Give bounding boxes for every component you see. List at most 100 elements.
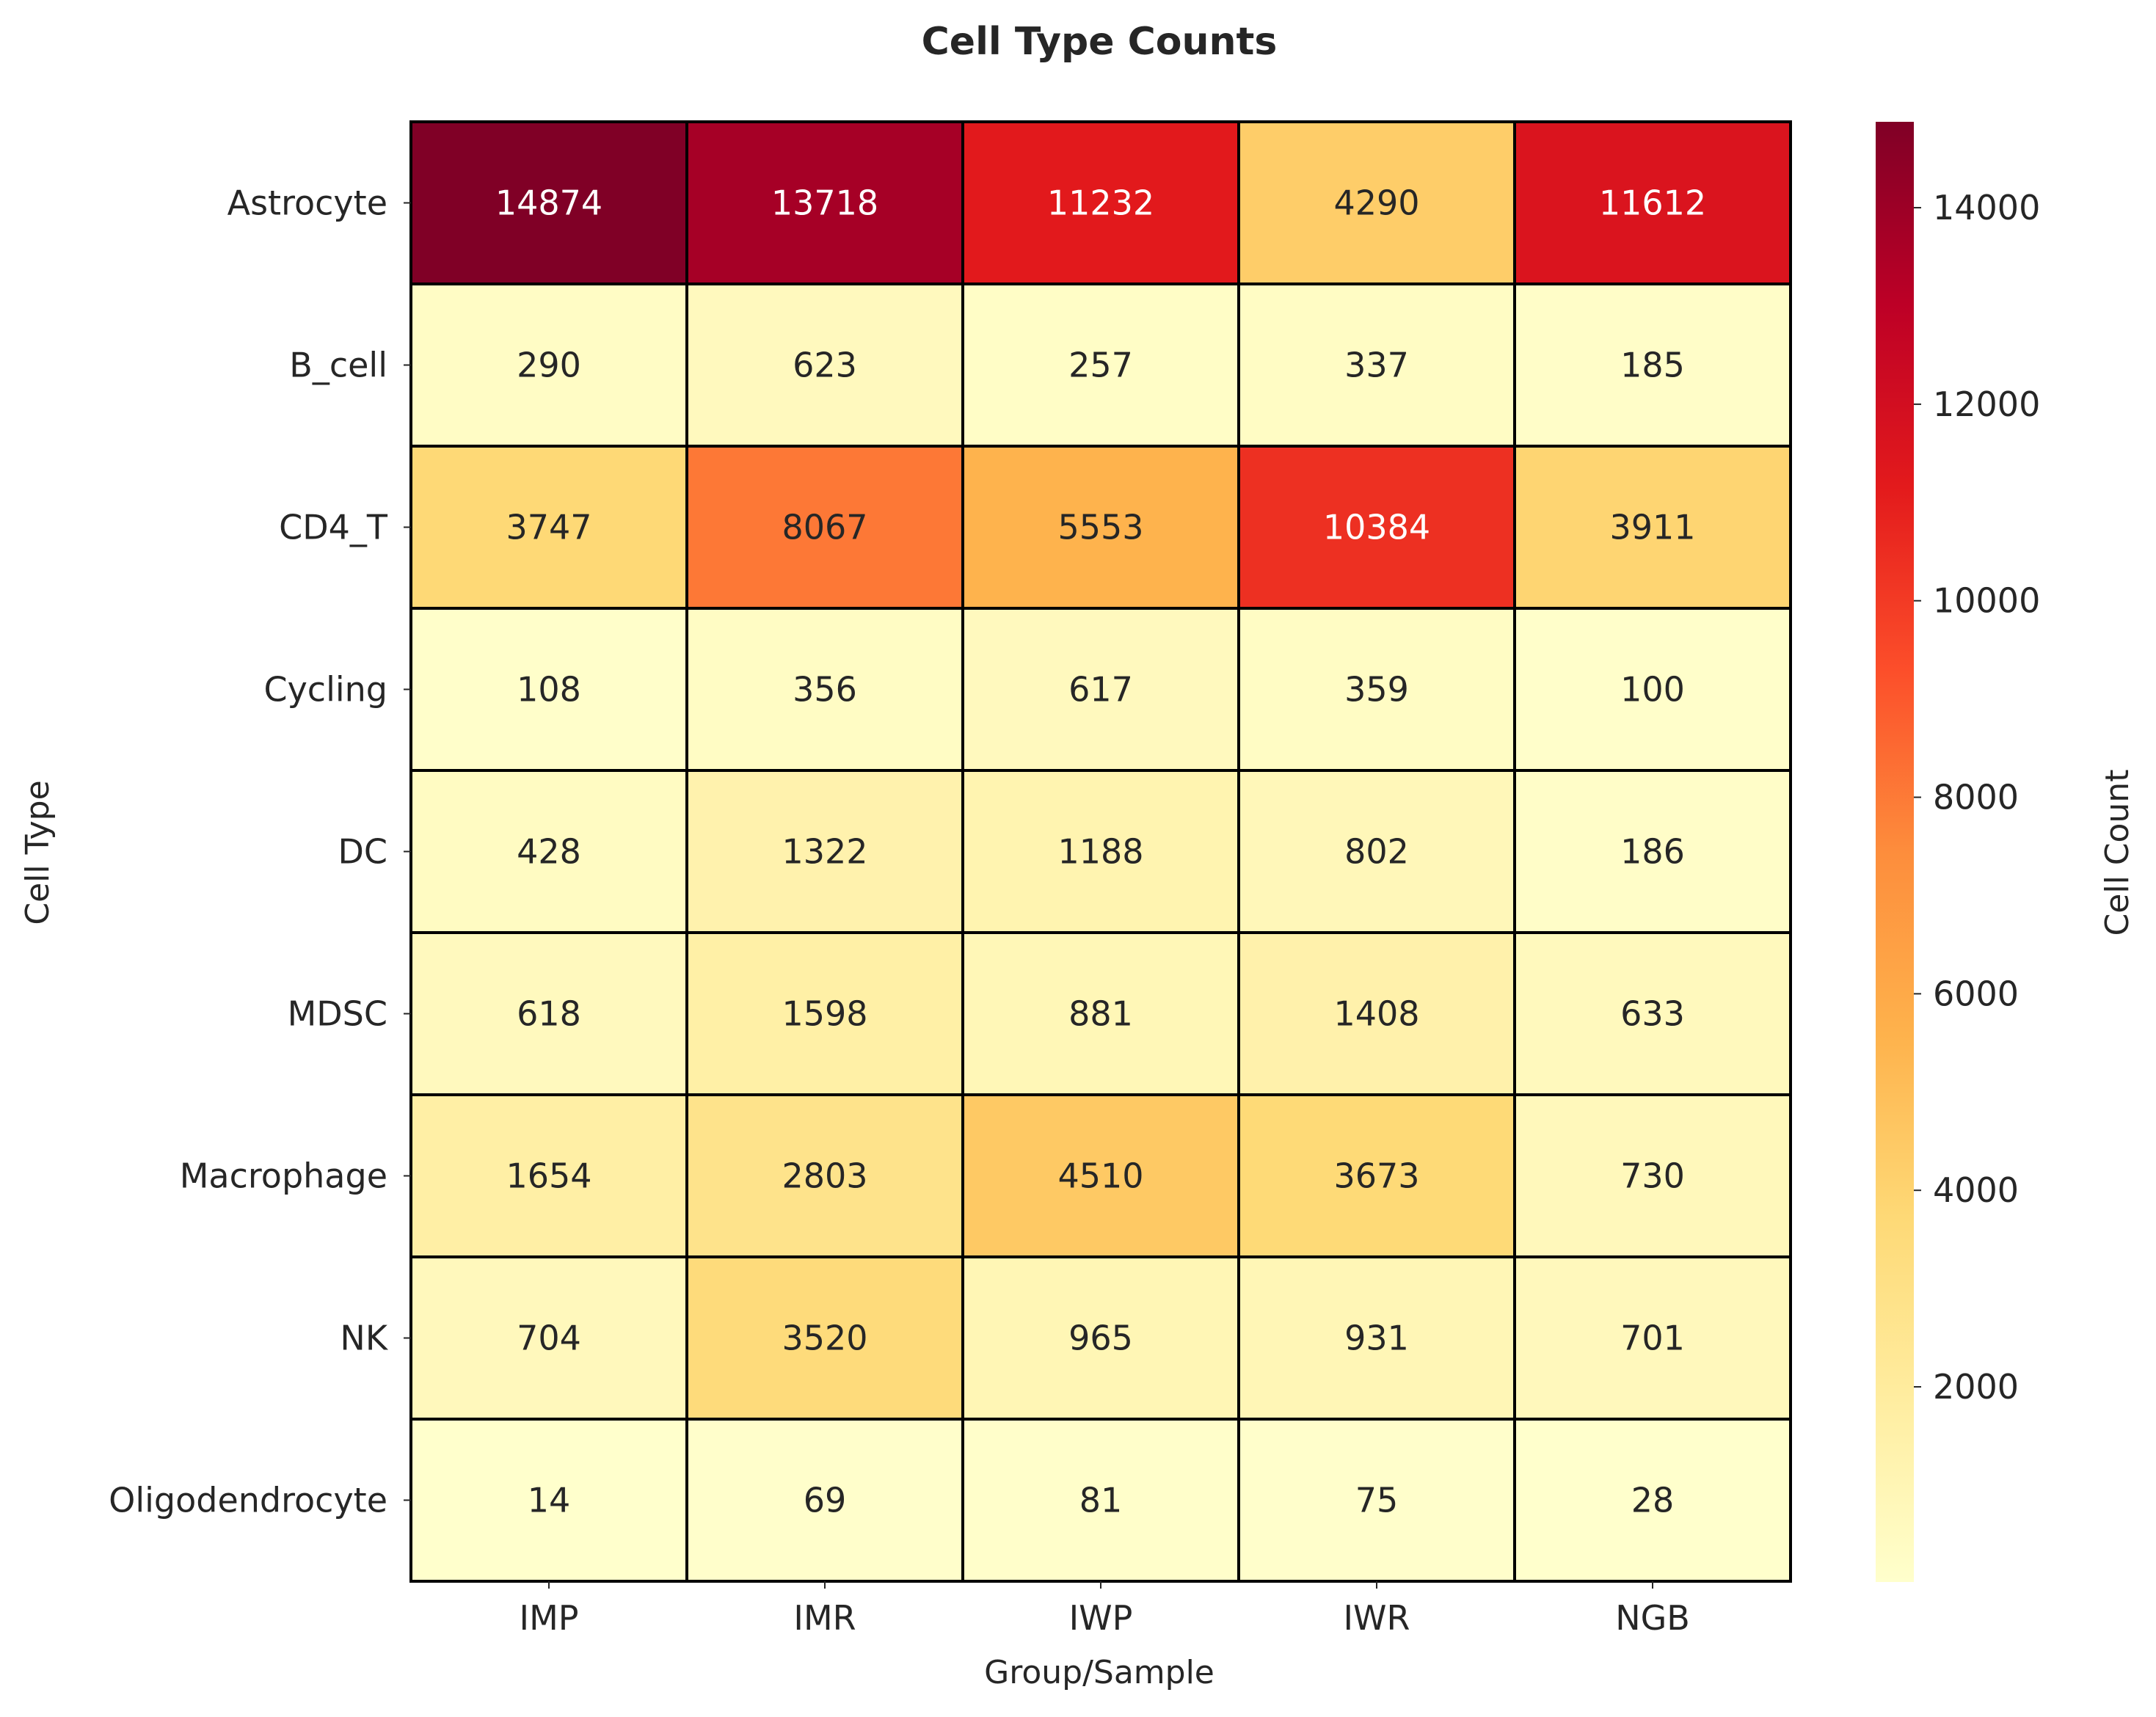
heatmap-cell <box>1513 1255 1792 1421</box>
cell-value-label: 3747 <box>506 508 591 547</box>
cell-value-label: 8067 <box>782 508 867 547</box>
cell-value-label: 3911 <box>1609 508 1695 547</box>
heatmap-cell <box>409 120 688 285</box>
cell-value-label: 1188 <box>1057 832 1143 872</box>
y-tick-labels: Astrocyte B_cell CD4_T Cycling DC MDSC Macroph… <box>109 183 411 1520</box>
cell-value-label: 11232 <box>1047 183 1154 223</box>
heatmap-cell <box>409 1255 688 1421</box>
x-axis-label: Group/Sample <box>984 1654 1214 1691</box>
y-tick-label: NK <box>340 1319 388 1358</box>
colorbar-tick-label: 8000 <box>1933 778 2019 817</box>
colorbar-label: Cell Count <box>2099 770 2136 936</box>
cell-value-label: 1408 <box>1333 994 1419 1034</box>
heatmap-cell <box>685 769 964 934</box>
heatmap-cell <box>685 1255 964 1421</box>
x-tick-label: IWP <box>1069 1598 1133 1638</box>
heatmap-cell <box>685 1418 964 1583</box>
y-tick-label: Cycling <box>263 670 387 710</box>
heatmap-cell <box>1237 1255 1516 1421</box>
x-tick-label: IWR <box>1343 1598 1410 1638</box>
heatmap-cell <box>409 769 688 934</box>
heatmap-cell <box>685 445 964 610</box>
heatmap-cell <box>1513 1093 1792 1258</box>
heatmap-cell <box>1513 607 1792 772</box>
chart-title: Cell Type Counts <box>922 20 1278 64</box>
cell-annotations: 14874 13718 11232 4290 11612 290 623 257 337 185 3… <box>495 183 1706 1520</box>
y-tick-label: B_cell <box>289 346 387 385</box>
cell-value-label: 633 <box>1620 994 1685 1034</box>
cell-value-label: 730 <box>1620 1156 1685 1196</box>
cell-value-label: 2803 <box>782 1156 867 1196</box>
cell-value-label: 618 <box>517 994 581 1034</box>
y-tick-label: Astrocyte <box>227 183 387 223</box>
heatmap-cell <box>685 931 964 1096</box>
colorbar-tick-label: 4000 <box>1933 1170 2019 1210</box>
y-tick-label: MDSC <box>288 994 387 1034</box>
cell-value-label: 290 <box>517 346 581 385</box>
x-tick-label: IMP <box>520 1598 579 1638</box>
cell-value-label: 4510 <box>1057 1156 1143 1196</box>
cell-value-label: 5553 <box>1057 508 1143 547</box>
heatmap-cell <box>1237 607 1516 772</box>
cell-value-label: 337 <box>1344 346 1409 385</box>
cell-value-label: 1598 <box>782 994 867 1034</box>
x-tick-label: NGB <box>1615 1598 1690 1638</box>
cell-value-label: 1654 <box>506 1156 591 1196</box>
colorbar-gradient <box>1876 122 1914 1582</box>
heatmap-cell <box>1513 931 1792 1096</box>
heatmap-cell <box>409 1093 688 1258</box>
cell-value-label: 108 <box>517 670 581 710</box>
heatmap-cell <box>1237 445 1516 610</box>
heatmap-cell <box>1513 1418 1792 1583</box>
heatmap-cell <box>961 282 1240 448</box>
colorbar: 2000 4000 6000 8000 10000 12000 14000 Cell Cou… <box>1876 122 2136 1582</box>
y-tick-label: CD4_T <box>279 508 388 547</box>
heatmap-cell <box>961 1255 1240 1421</box>
cell-value-label: 965 <box>1068 1319 1133 1358</box>
cell-value-label: 14874 <box>495 183 602 223</box>
heatmap-cell <box>1237 931 1516 1096</box>
cell-value-label: 100 <box>1620 670 1685 710</box>
x-tick-labels: IMP IMR IWP IWR NGB <box>520 1581 1690 1638</box>
cell-value-label: 701 <box>1620 1319 1685 1358</box>
colorbar-tick-label: 14000 <box>1933 188 2040 227</box>
cell-value-label: 617 <box>1068 670 1133 710</box>
cell-value-label: 185 <box>1620 346 1685 385</box>
colorbar-tick-label: 2000 <box>1933 1367 2019 1407</box>
heatmap-cell <box>1513 282 1792 448</box>
heatmap-cell <box>961 931 1240 1096</box>
cell-value-label: 10384 <box>1323 508 1430 547</box>
heatmap-cell <box>1513 769 1792 934</box>
heatmap-cell <box>1513 445 1792 610</box>
heatmap-cell <box>961 769 1240 934</box>
colorbar-tick-label: 6000 <box>1933 974 2019 1013</box>
cell-value-label: 186 <box>1620 832 1685 872</box>
cell-value-label: 356 <box>793 670 857 710</box>
cell-value-label: 14 <box>528 1481 571 1520</box>
cell-value-label: 69 <box>804 1481 847 1520</box>
cell-value-label: 3673 <box>1333 1156 1419 1196</box>
heatmap-cells <box>409 120 1792 1583</box>
cell-value-label: 802 <box>1344 832 1409 872</box>
heatmap-cell <box>961 1418 1240 1583</box>
heatmap-cell <box>961 120 1240 285</box>
heatmap-cell <box>961 607 1240 772</box>
cell-value-label: 13718 <box>771 183 878 223</box>
heatmap-cell <box>409 282 688 448</box>
cell-value-label: 3520 <box>782 1319 867 1358</box>
cell-value-label: 881 <box>1068 994 1133 1034</box>
heatmap-cell <box>1237 120 1516 285</box>
cell-value-label: 359 <box>1344 670 1409 710</box>
y-axis-label: Cell Type <box>19 780 57 925</box>
colorbar-tick-label: 12000 <box>1933 384 2040 424</box>
cell-value-label: 28 <box>1631 1481 1675 1520</box>
cell-value-label: 623 <box>793 346 857 385</box>
cell-value-label: 1322 <box>782 832 867 872</box>
cell-value-label: 257 <box>1068 346 1133 385</box>
cell-value-label: 428 <box>517 832 581 872</box>
cell-value-label: 81 <box>1079 1481 1123 1520</box>
y-tick-label: Macrophage <box>180 1156 387 1196</box>
cell-value-label: 75 <box>1355 1481 1399 1520</box>
colorbar-tick-label: 10000 <box>1933 581 2040 621</box>
cell-value-label: 704 <box>517 1319 581 1358</box>
